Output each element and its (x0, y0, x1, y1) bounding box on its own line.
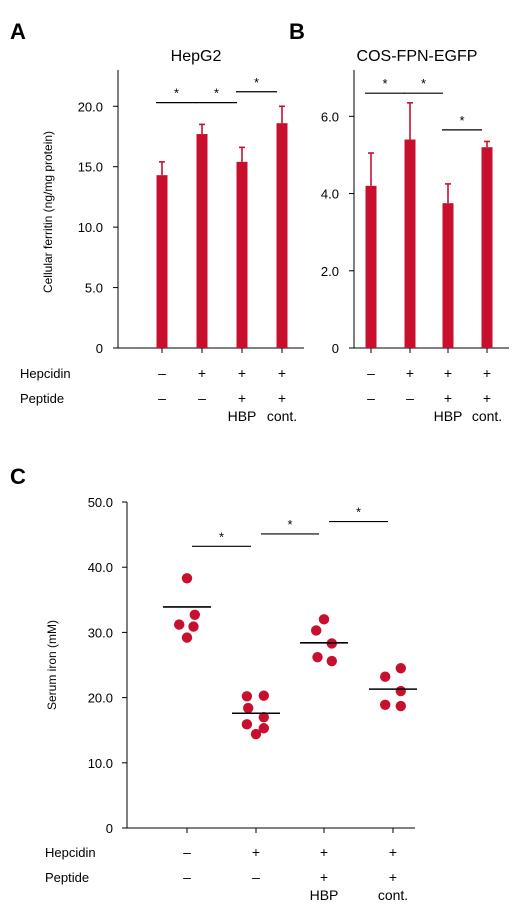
panel-a-hepcidin-row-label: Hepcidin (20, 366, 71, 381)
panel-a-y-tick-label: 10.0 (78, 220, 103, 235)
panel-b-condition-mark: – (406, 390, 414, 406)
panel-a-y-tick-label: 20.0 (78, 99, 103, 114)
panel-c-data-point (181, 573, 193, 584)
panel-c-condition-mark: – (183, 869, 191, 885)
panel-b-plot: 0 2.0 4.0 6.0 * * * – + + + – – + + HBP cont. (321, 70, 509, 424)
panel-c-data-point (395, 685, 406, 697)
panel-a-plot: 0 5.0 10.0 15.0 20.0 * * * – + + + – – + + HBP cont. (78, 70, 304, 424)
panel-c-data-point (395, 700, 406, 712)
panel-b-peptide-label: HBP (434, 408, 463, 424)
panel-c-y-tick-label: 30.0 (88, 625, 113, 640)
panel-c-data-point (312, 651, 323, 663)
panel-a-significance-star: * (254, 75, 259, 90)
panel-c-data-point (241, 719, 253, 730)
panel-a-y-tick-label: 0 (96, 341, 103, 356)
panel-b-title: COS-FPN-EGFP (357, 48, 478, 65)
panel-c-condition-mark: + (389, 869, 397, 885)
panel-b-bar (365, 185, 377, 348)
panel-a-letter: A (10, 19, 26, 44)
panel-c-hepcidin-row-label: Hepcidin (45, 845, 96, 860)
panel-b-condition-mark: + (406, 365, 414, 381)
panel-a-bar (156, 175, 168, 348)
panel-a-condition-mark: – (198, 390, 206, 406)
panel-c-y-tick-label: 10.0 (88, 756, 113, 771)
panel-b-condition-mark: – (367, 365, 375, 381)
panel-c-data-point (189, 609, 200, 620)
panel-b-significance-star: * (459, 113, 464, 128)
panel-b-condition-mark: – (367, 390, 375, 406)
panel-b-significance-star: * (382, 76, 387, 91)
panel-b-y-tick-label: 6.0 (321, 109, 339, 124)
panel-b-letter: B (289, 19, 305, 44)
panel-a-bar (276, 123, 288, 348)
panel-a-bar (196, 134, 208, 348)
panel-c-data-point (188, 621, 199, 632)
panel-b-bar (442, 203, 454, 348)
panel-a-y-tick-label: 15.0 (78, 160, 103, 175)
panel-b-peptide-label: cont. (472, 408, 502, 424)
panel-c-y-tick-label: 0 (106, 821, 113, 836)
panel-c-significance-star: * (287, 517, 292, 532)
panel-c-plot: 0 10.0 20.0 30.0 40.0 50.0 * * * – + + + – – + + HBP cont. (88, 495, 417, 903)
panel-c-y-axis-label: Serum iron (mM) (45, 620, 59, 710)
panel-c-data-point (241, 691, 253, 702)
panel-c-significance-star: * (356, 505, 361, 520)
panel-c-data-point (258, 723, 269, 734)
panel-c-data-point (181, 632, 193, 643)
panel-c-data-point (380, 671, 391, 682)
panel-b-condition-mark: + (444, 390, 452, 406)
panel-c-y-tick-label: 20.0 (88, 691, 113, 706)
panel-b-y-tick-label: 0 (332, 341, 339, 356)
panel-c-condition-mark: – (183, 844, 191, 860)
panel-c-data-point (380, 699, 391, 710)
panel-a-condition-mark: – (158, 365, 166, 381)
panel-a-condition-mark: + (198, 365, 206, 381)
panel-c-condition-mark: + (252, 844, 260, 860)
panel-a-condition-mark: + (278, 365, 286, 381)
panel-c-condition-mark: + (320, 869, 328, 885)
panel-a-condition-mark: – (158, 390, 166, 406)
panel-c-condition-mark: + (389, 844, 397, 860)
panel-b-significance-star: * (421, 76, 426, 91)
panel-c-letter: C (10, 464, 26, 489)
panel-c-peptide-label: cont. (378, 887, 408, 903)
panel-c-data-point (174, 619, 185, 630)
panel-b-bar (404, 139, 416, 348)
panel-b-bar (481, 147, 493, 348)
panel-c-data-point (258, 711, 269, 723)
panel-c-significance-star: * (219, 529, 224, 544)
panel-a-title: HepG2 (171, 48, 222, 65)
panel-c-condition-mark: + (320, 844, 328, 860)
panel-c-data-point (243, 702, 254, 714)
panel-c-peptide-row-label: Peptide (45, 870, 89, 885)
panel-a-condition-mark: + (278, 390, 286, 406)
panel-b-condition-mark: + (444, 365, 452, 381)
panel-c-y-tick-label: 40.0 (88, 560, 113, 575)
panel-a-condition-mark: + (238, 365, 246, 381)
panel-a-peptide-label: HBP (228, 408, 257, 424)
panel-a-significance-star: * (214, 86, 219, 101)
panel-c-condition-mark: – (252, 869, 260, 885)
panel-c-data-point (250, 728, 262, 740)
panel-b-y-tick-label: 2.0 (321, 264, 339, 279)
panel-a-peptide-row-label: Peptide (20, 391, 64, 406)
panel-c-peptide-label: HBP (310, 887, 339, 903)
panel-c-y-tick-label: 50.0 (88, 495, 113, 510)
panel-a-y-tick-label: 5.0 (85, 281, 103, 296)
panel-c-data-point (311, 625, 322, 636)
panel-b-condition-mark: + (483, 365, 491, 381)
panel-a-significance-star: * (174, 86, 179, 101)
panel-a-bar (236, 161, 248, 348)
panel-c-data-point (395, 663, 406, 674)
panel-a-y-axis-label: Cellular ferritin (ng/mg protein) (41, 131, 55, 293)
panel-b-y-tick-label: 4.0 (321, 187, 339, 202)
panel-c-data-point (258, 690, 269, 701)
panel-c-data-point (318, 614, 330, 625)
panel-a-peptide-label: cont. (267, 408, 297, 424)
panel-c-data-point (326, 655, 337, 667)
panel-b-condition-mark: + (483, 390, 491, 406)
panel-a-condition-mark: + (238, 390, 246, 406)
